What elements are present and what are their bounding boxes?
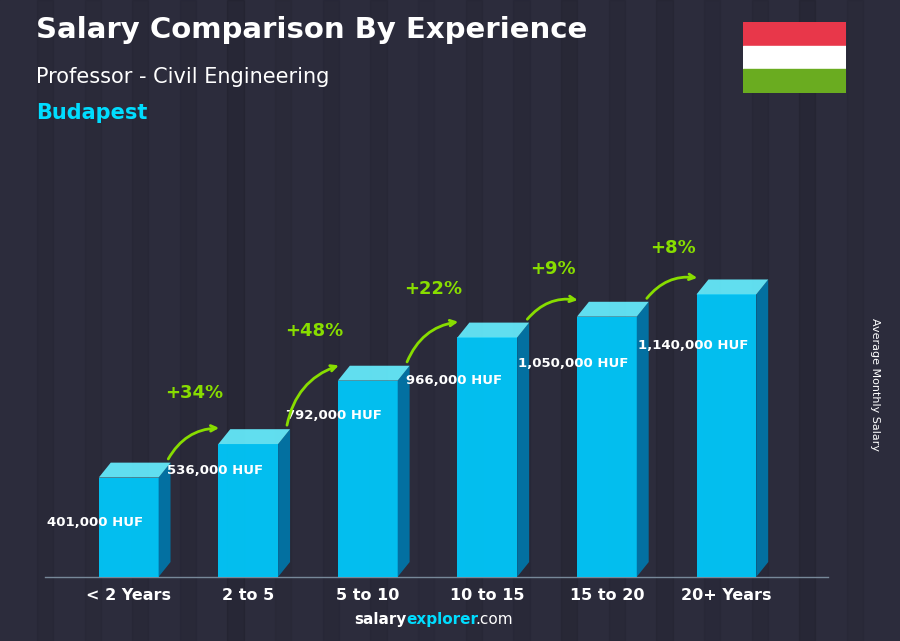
Text: 536,000 HUF: 536,000 HUF	[166, 464, 263, 477]
Bar	[228, 0, 244, 641]
Bar	[338, 381, 398, 577]
Bar	[561, 0, 577, 641]
Text: 792,000 HUF: 792,000 HUF	[286, 410, 382, 422]
Bar	[85, 0, 101, 641]
Polygon shape	[99, 463, 170, 478]
Polygon shape	[577, 302, 649, 317]
Text: Average Monthly Salary: Average Monthly Salary	[869, 318, 880, 451]
Bar	[742, 22, 846, 46]
Bar	[219, 444, 278, 577]
Bar	[323, 0, 339, 641]
Polygon shape	[398, 366, 410, 577]
Bar	[656, 0, 672, 641]
Polygon shape	[756, 279, 769, 577]
Polygon shape	[457, 322, 529, 337]
Polygon shape	[636, 302, 649, 577]
Text: explorer: explorer	[407, 612, 479, 627]
Text: +48%: +48%	[284, 322, 343, 340]
Bar	[465, 0, 482, 641]
Polygon shape	[518, 322, 529, 577]
Bar	[577, 317, 636, 577]
Bar	[371, 0, 387, 641]
Text: .com: .com	[475, 612, 513, 627]
Bar	[513, 0, 529, 641]
Text: 966,000 HUF: 966,000 HUF	[406, 374, 502, 387]
Bar	[37, 0, 53, 641]
Bar	[457, 337, 518, 577]
Bar	[847, 0, 863, 641]
Polygon shape	[697, 279, 769, 294]
Text: +8%: +8%	[650, 239, 696, 257]
Bar	[704, 0, 720, 641]
Bar	[697, 294, 756, 577]
Polygon shape	[338, 366, 410, 381]
Text: 1,050,000 HUF: 1,050,000 HUF	[518, 357, 628, 370]
Bar	[132, 0, 148, 641]
Polygon shape	[219, 429, 290, 444]
Bar	[180, 0, 196, 641]
Bar	[742, 69, 846, 93]
Bar	[752, 0, 768, 641]
Bar	[418, 0, 435, 641]
Polygon shape	[158, 463, 170, 577]
Text: Salary Comparison By Experience: Salary Comparison By Experience	[36, 16, 587, 44]
Text: +22%: +22%	[404, 280, 463, 298]
Text: 1,140,000 HUF: 1,140,000 HUF	[638, 338, 748, 352]
Polygon shape	[278, 429, 290, 577]
Bar	[99, 478, 158, 577]
Text: salary: salary	[355, 612, 407, 627]
Text: Budapest: Budapest	[36, 103, 148, 122]
Text: +34%: +34%	[166, 384, 223, 402]
Bar	[742, 46, 846, 69]
Bar	[799, 0, 815, 641]
Bar	[608, 0, 625, 641]
Text: Professor - Civil Engineering: Professor - Civil Engineering	[36, 67, 329, 87]
Text: +9%: +9%	[530, 260, 576, 278]
Bar	[275, 0, 292, 641]
Text: 401,000 HUF: 401,000 HUF	[47, 516, 143, 529]
